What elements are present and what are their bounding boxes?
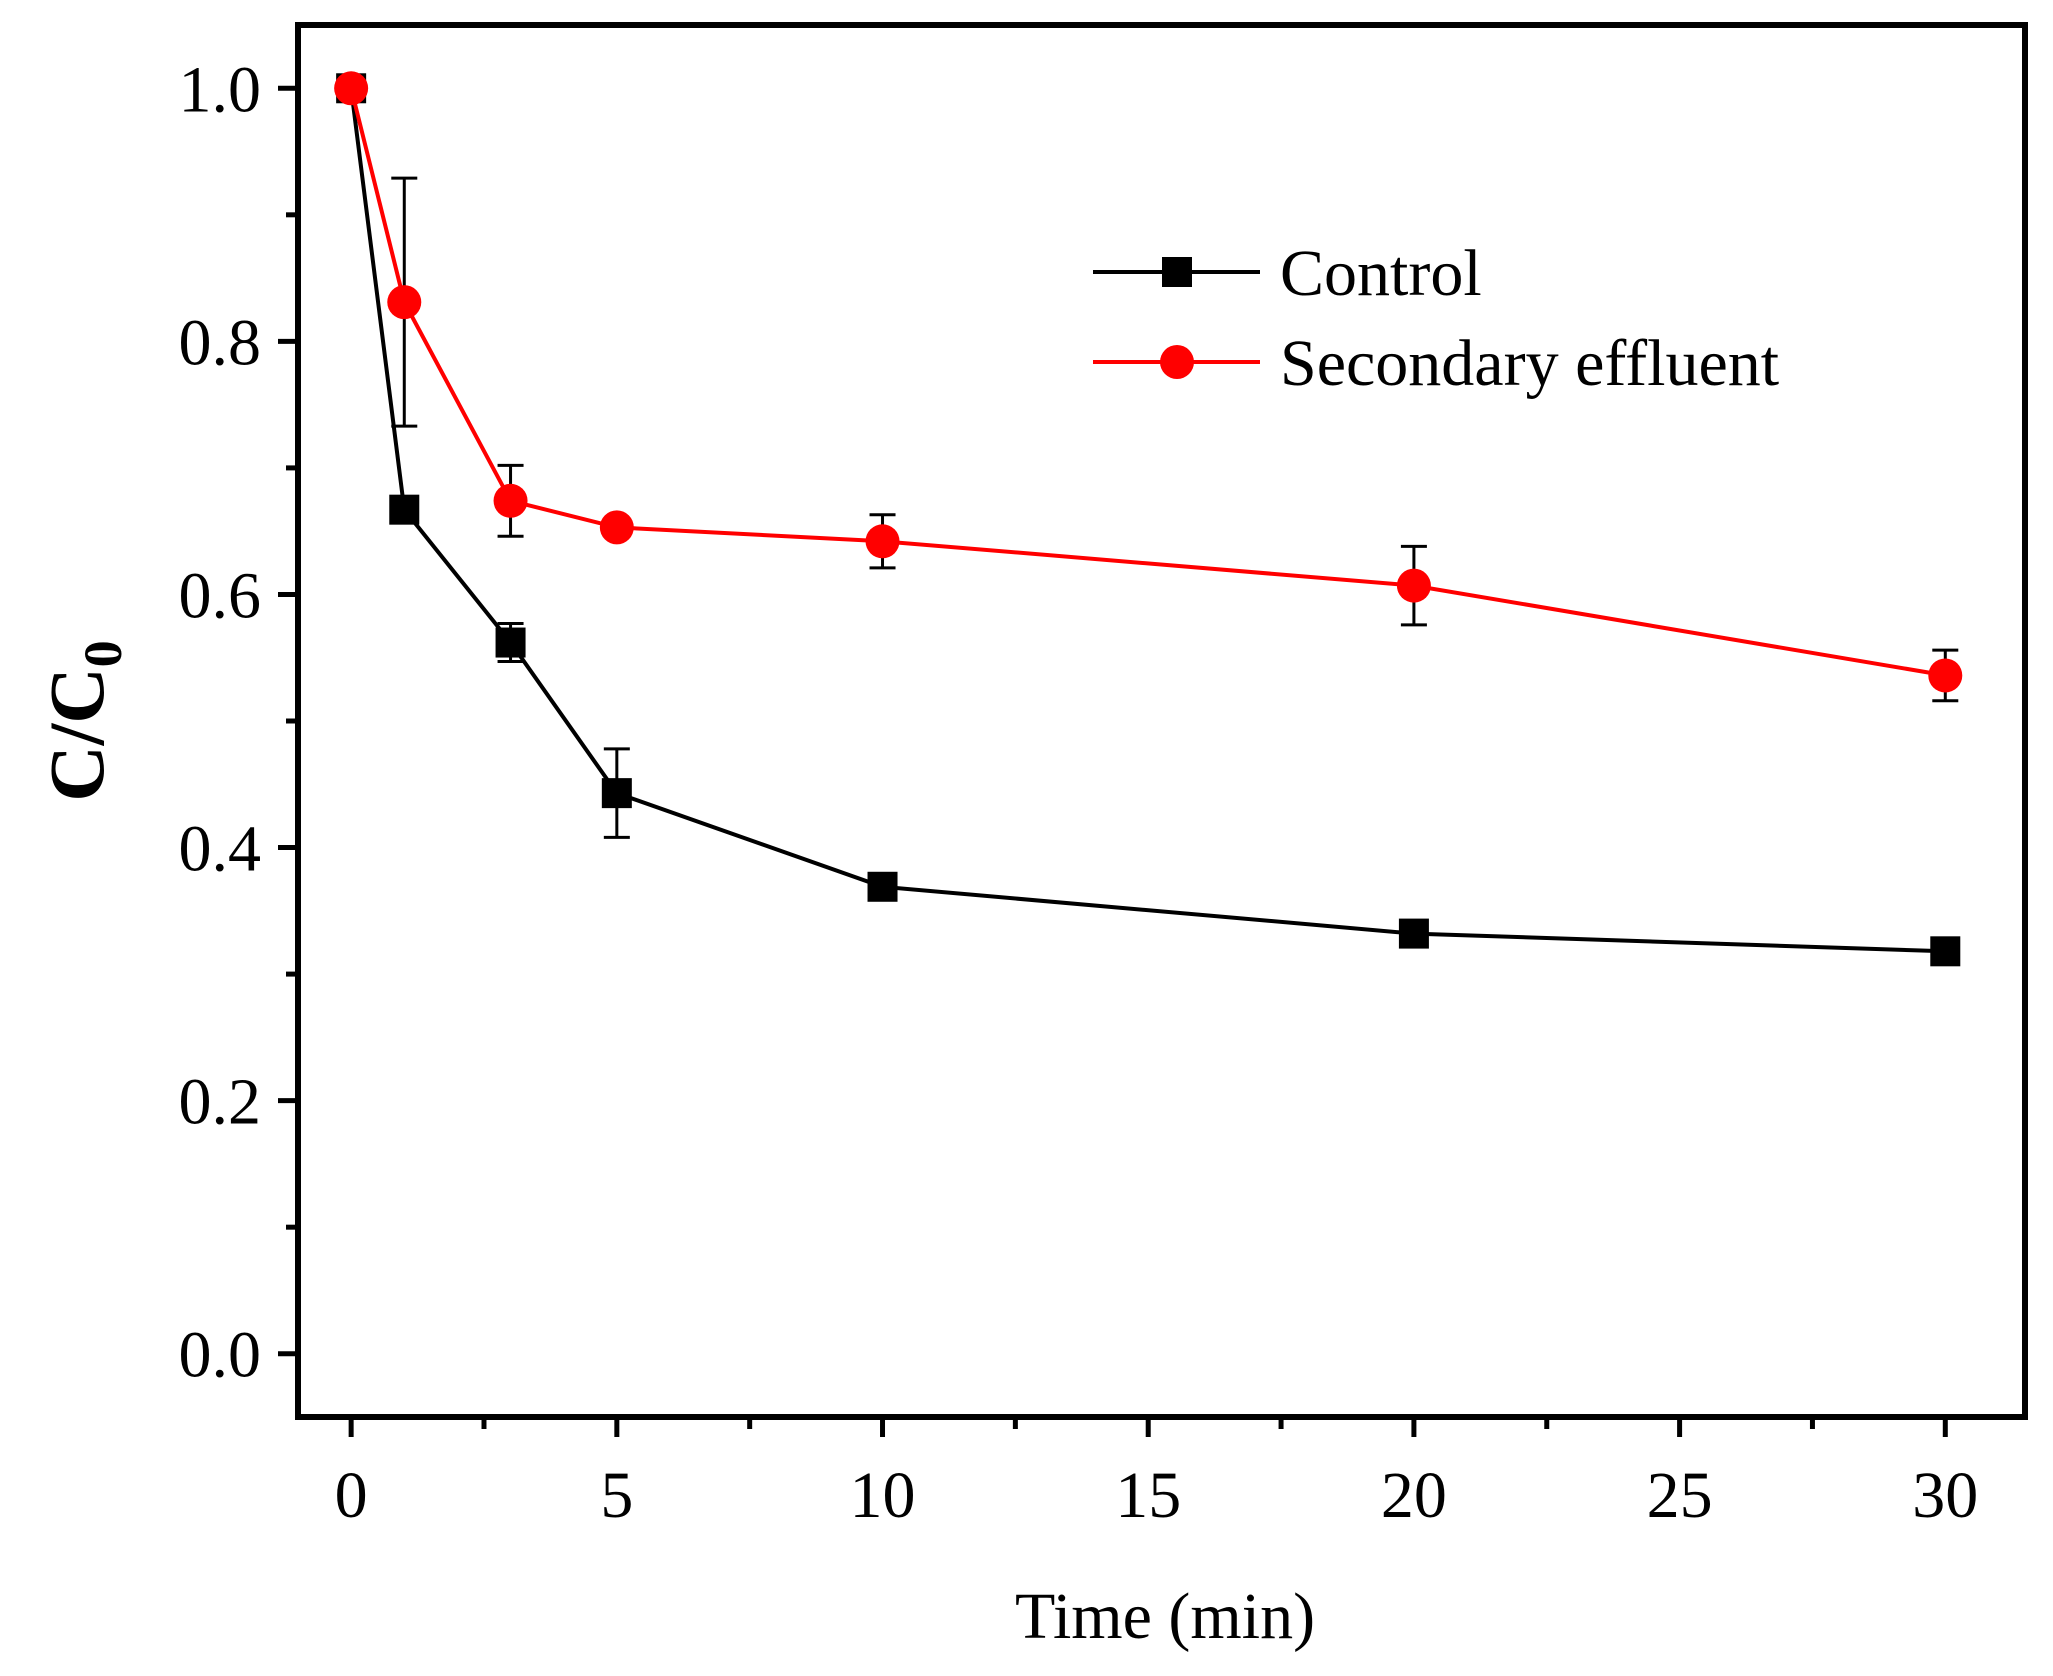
data-point-marker [493, 483, 528, 518]
legend-marker [1160, 345, 1194, 379]
series-layer [334, 71, 1963, 967]
data-point-marker [1928, 658, 1963, 693]
x-tick-label: 30 [1912, 1459, 1978, 1532]
data-point-marker [865, 524, 900, 559]
data-point-marker [601, 778, 632, 809]
x-tick-label: 0 [335, 1459, 368, 1532]
y-tick-label: 0.8 [179, 306, 262, 379]
x-tick-label: 20 [1381, 1459, 1447, 1532]
series-secondary-effluent [334, 71, 1963, 703]
legend: Control Secondary effluent [1093, 237, 1779, 400]
x-tick-label: 15 [1115, 1459, 1181, 1532]
y-tick-label: 0.4 [179, 813, 262, 886]
x-axis-title: Time (min) [1015, 1580, 1315, 1653]
plot-frame [295, 22, 2028, 1420]
x-tick-label: 25 [1647, 1459, 1713, 1532]
axis-tick-labels: 0 5 10 15 20 25 30 0.0 0.2 0.4 0.6 0.8 1.0 [179, 53, 1979, 1532]
axis-ticks [278, 85, 1948, 1437]
data-point-marker [389, 494, 420, 525]
data-point-marker [334, 71, 369, 106]
y-axis-title: C/C0 [33, 640, 133, 801]
data-point-marker [867, 871, 898, 902]
legend-marker [1162, 257, 1192, 287]
y-tick-label: 0.0 [179, 1319, 262, 1392]
data-point-marker [1398, 918, 1429, 949]
y-tick-label: 0.6 [179, 559, 262, 632]
y-axis-title-subscript: 0 [73, 640, 133, 667]
data-point-marker [387, 285, 422, 320]
x-tick-label: 5 [600, 1459, 633, 1532]
y-axis-title-base: C/C [33, 667, 120, 801]
legend-item: Secondary effluent [1093, 327, 1779, 400]
x-tick-label: 10 [850, 1459, 916, 1532]
data-point-marker [495, 627, 526, 658]
legend-label: Secondary effluent [1280, 327, 1779, 400]
y-tick-label: 0.2 [179, 1066, 262, 1139]
data-point-marker [1396, 568, 1431, 603]
data-point-marker [599, 510, 634, 545]
y-tick-label: 1.0 [179, 53, 262, 126]
legend-label: Control [1280, 237, 1482, 310]
data-point-marker [1930, 936, 1961, 967]
legend-item: Control [1093, 237, 1482, 310]
series-control [336, 73, 1961, 967]
